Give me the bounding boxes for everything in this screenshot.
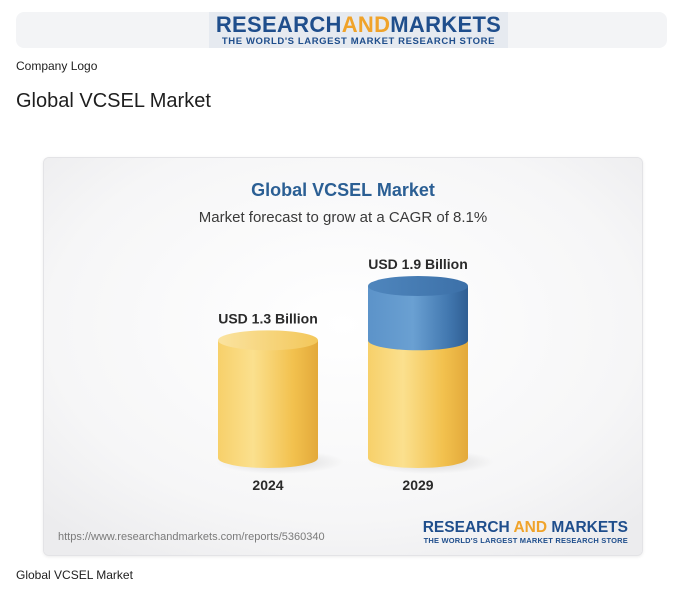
chart-footer-logo: RESEARCH AND MARKETS THE WORLD'S LARGEST… [423, 519, 628, 546]
bar-2024-body [218, 340, 318, 468]
page-title: Global VCSEL Market [16, 90, 211, 112]
logo-caption: Company Logo [16, 59, 98, 73]
bar-2029-value-label: USD 1.9 Billion [368, 256, 468, 272]
bar-2029-category-label: 2029 [402, 477, 433, 493]
logo-wordmark: RESEARCHANDMARKETS [215, 12, 502, 37]
bar-2029-base-segment [368, 340, 468, 468]
figure-caption: Global VCSEL Market [16, 568, 133, 582]
chart-title: Global VCSEL Market [251, 180, 435, 200]
footer-logo-wordmark: RESEARCH AND MARKETS [422, 519, 628, 536]
logo-tagline: THE WORLD'S LARGEST MARKET RESEARCH STOR… [221, 36, 496, 47]
footer-logo-tagline: THE WORLD'S LARGEST MARKET RESEARCH STOR… [423, 536, 628, 545]
bar-2024-top [218, 330, 318, 351]
bar-2024-value-label: USD 1.3 Billion [218, 310, 318, 326]
chart-card-background [44, 158, 642, 555]
chart-subtitle: Market forecast to grow at a CAGR of 8.1… [198, 209, 488, 226]
chart-plot: USD 1.3 Billion 2024 USD 1.9 Billion 2029 [216, 256, 494, 493]
source-url[interactable]: https://www.researchandmarkets.com/repor… [58, 531, 325, 543]
chart-card: Global VCSEL Market Market forecast to g… [43, 157, 643, 556]
company-logo[interactable]: RESEARCHANDMARKETS THE WORLD'S LARGEST M… [209, 12, 508, 48]
bar-2029-top [368, 276, 468, 296]
bar-2029-increment-segment [368, 286, 468, 351]
bar-2024-category-label: 2024 [252, 477, 283, 493]
header-logo-bar: RESEARCHANDMARKETS THE WORLD'S LARGEST M… [16, 12, 667, 48]
